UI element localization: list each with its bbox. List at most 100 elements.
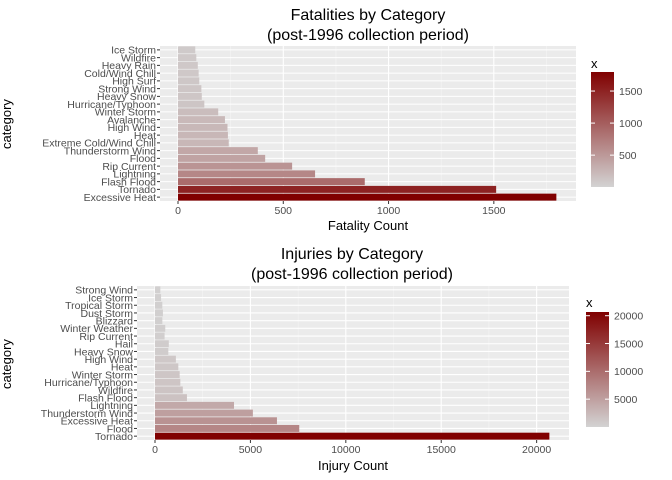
- bar: [155, 417, 277, 425]
- bar: [178, 162, 293, 170]
- bar: [178, 61, 198, 69]
- y-tick-label: Lightning: [113, 169, 156, 181]
- y-tick-label: Heat: [111, 362, 133, 374]
- bar: [178, 131, 228, 139]
- legend-tick-label: 500: [619, 150, 637, 162]
- bar-series: [155, 286, 550, 440]
- bar: [155, 324, 166, 332]
- bar: [155, 394, 187, 402]
- y-tick-label: Thunderstorm Wind: [41, 408, 133, 420]
- legend-tick-label: 1000: [619, 118, 643, 130]
- x-tick-label: 0: [152, 444, 158, 456]
- y-tick-label: Ice Storm: [111, 45, 156, 57]
- legend-tick-label: 15000: [614, 338, 643, 350]
- legend-title: x: [586, 295, 593, 310]
- bar: [155, 371, 180, 379]
- chart-title-line1: Fatalities by Category: [291, 7, 446, 24]
- bar: [178, 77, 200, 85]
- bar: [155, 286, 161, 294]
- bar: [178, 154, 266, 162]
- legend-tick-label: 1500: [619, 86, 643, 98]
- bar: [178, 147, 258, 155]
- y-tick-label: Flood: [130, 153, 156, 165]
- x-tick-label: 15000: [427, 444, 456, 456]
- y-tick-label: Blizzard: [96, 315, 134, 327]
- bar: [178, 185, 497, 193]
- y-tick-label: Excessive Heat: [84, 192, 156, 204]
- y-tick-label: Lightning: [90, 400, 133, 412]
- x-tick-label: 10000: [331, 444, 360, 456]
- y-tick-label: Wildfire: [121, 52, 156, 64]
- bar: [155, 317, 163, 325]
- x-tick-label: 5000: [239, 444, 263, 456]
- chart-title-line1: Injuries by Category: [281, 246, 423, 263]
- y-tick-label: Hail: [115, 339, 133, 351]
- y-tick-label: Rip Current: [79, 331, 133, 343]
- legend-title: x: [591, 56, 598, 71]
- bar: [155, 340, 169, 348]
- y-tick-label: Hurricane/Typhoon: [44, 377, 133, 389]
- bar: [155, 409, 253, 417]
- bar: [155, 432, 550, 440]
- bar: [178, 139, 229, 147]
- bar: [155, 401, 235, 409]
- y-tick-label: Winter Weather: [60, 323, 133, 335]
- grid-lines: [160, 46, 576, 201]
- injuries-chart: Injuries by Category (post-1996 collecti…: [0, 246, 643, 473]
- bar: [178, 193, 557, 201]
- x-tick-labels: 0 5000 10000 15000 20000: [152, 440, 551, 456]
- y-tick-label: Strong Wind: [98, 83, 156, 95]
- y-tick-label: High Wind: [85, 354, 134, 366]
- y-tick-label: Winter Storm: [95, 107, 157, 119]
- legend-tick-label: 10000: [614, 366, 643, 378]
- y-tick-label: Winter Storm: [72, 369, 134, 381]
- bar: [155, 347, 169, 355]
- y-tick-label: Heavy Snow: [74, 346, 133, 358]
- bar: [155, 332, 165, 340]
- bar: [155, 378, 181, 386]
- x-tick-labels: 0 500 1000 1500: [175, 201, 506, 217]
- y-tick-label: Rip Current: [102, 161, 156, 173]
- y-tick-label: Tropical Storm: [65, 300, 133, 312]
- y-axis-label: category: [0, 339, 14, 389]
- y-tick-label: Cold/Wind Chill: [84, 68, 156, 80]
- color-legend: x 500 1000 1500: [591, 56, 643, 187]
- bar-series: [178, 46, 557, 201]
- y-tick-label: Tornado: [95, 431, 133, 443]
- y-tick-label: Flood: [107, 423, 133, 435]
- y-tick-label: High Surf: [112, 76, 156, 88]
- x-tick-label: 1000: [377, 205, 401, 217]
- bar: [155, 294, 162, 302]
- bar: [178, 170, 316, 178]
- y-tick-label: Excessive Heat: [61, 416, 133, 428]
- fatalities-chart: Fatalities by Category (post-1996 collec…: [0, 7, 643, 233]
- bar: [178, 92, 202, 100]
- bar: [178, 116, 225, 124]
- y-tick-label: Avalanche: [107, 114, 156, 126]
- x-tick-label: 1500: [482, 205, 506, 217]
- x-tick-label: 0: [175, 205, 181, 217]
- x-tick-label: 20000: [522, 444, 551, 456]
- bar: [178, 108, 219, 116]
- plot-panel: [160, 46, 576, 201]
- chart-title-line2: (post-1996 collection period): [267, 27, 469, 44]
- y-tick-label: Hurricane/Typhoon: [67, 99, 156, 111]
- bar: [155, 363, 179, 371]
- x-tick-label: 500: [275, 205, 293, 217]
- bar: [155, 386, 183, 394]
- plot-panel: [137, 286, 569, 440]
- chart-title-line2: (post-1996 collection period): [251, 266, 453, 283]
- bar: [178, 178, 365, 186]
- y-tick-label: High Wind: [108, 122, 157, 134]
- legend-colorbar: [591, 72, 614, 187]
- y-tick-label: Wildfire: [98, 385, 133, 397]
- color-legend: x 5000 10000 15000 20000: [586, 295, 643, 427]
- bar: [178, 123, 228, 131]
- y-tick-label: Heat: [134, 130, 156, 142]
- bar: [155, 309, 163, 317]
- bar: [155, 355, 176, 363]
- legend-tick-label: 5000: [614, 394, 638, 406]
- y-tick-label: Strong Wind: [75, 285, 133, 297]
